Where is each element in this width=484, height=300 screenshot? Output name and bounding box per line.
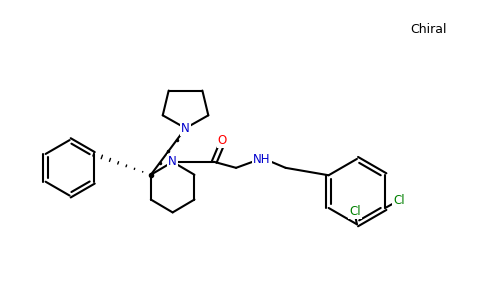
Text: N: N (181, 122, 190, 135)
Text: NH: NH (253, 153, 271, 167)
Text: Chiral: Chiral (410, 22, 447, 36)
Text: Cl: Cl (393, 194, 405, 206)
Text: O: O (218, 134, 227, 147)
Text: Cl: Cl (349, 205, 361, 218)
Text: N: N (168, 155, 177, 168)
